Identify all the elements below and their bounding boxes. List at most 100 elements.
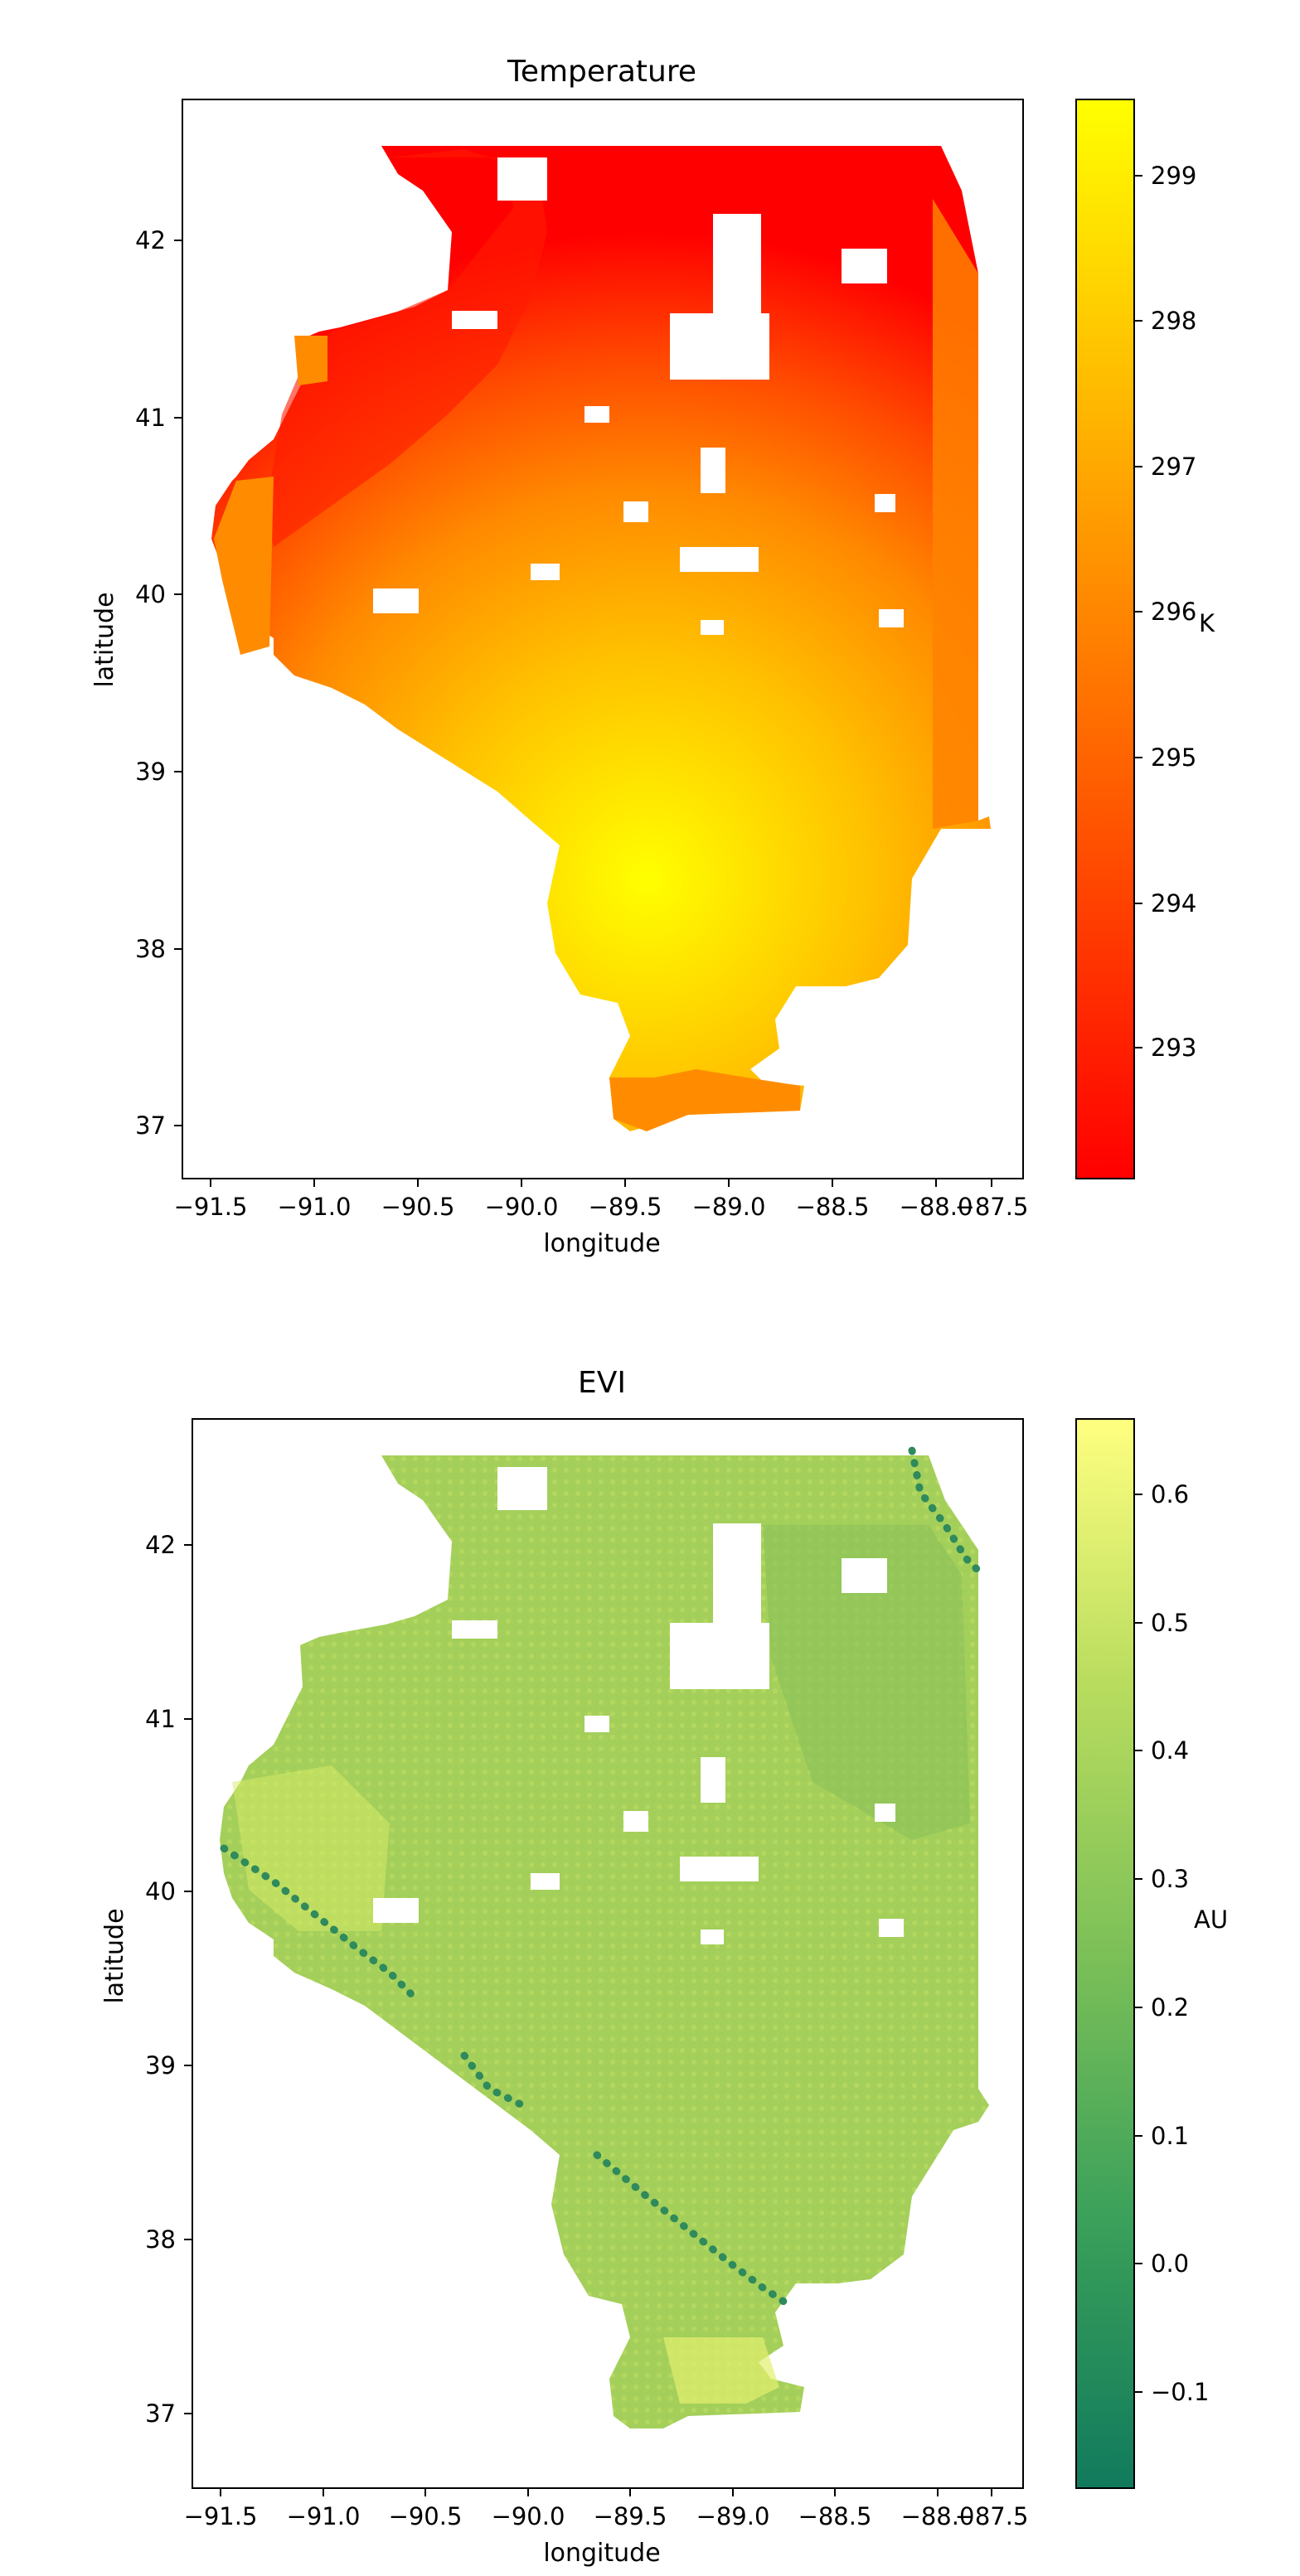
- y-tick-41: 41: [145, 1705, 192, 1733]
- x-tick-minus-91-5: −91.5: [174, 1179, 248, 1221]
- y-tick-label: 39: [145, 2051, 176, 2080]
- cbar-tick-0-6: 0.6: [1134, 1480, 1189, 1508]
- evi-southwest-lighter: [232, 1765, 390, 1931]
- temperature-y-axis: 37 38 39 40 41 42: [135, 226, 182, 1140]
- y-tick-42: 42: [135, 226, 182, 254]
- x-tick-label: −89.5: [594, 2502, 667, 2530]
- y-tick-40: 40: [135, 580, 182, 608]
- x-tick-label: −91.0: [287, 2502, 361, 2530]
- colorbar-tick-label: 0.3: [1151, 1865, 1189, 1893]
- y-tick-40: 40: [145, 1877, 192, 1905]
- y-tick-38: 38: [135, 935, 182, 963]
- cbar-tick-293: 293: [1134, 1034, 1196, 1062]
- cbar-tick-297: 297: [1134, 453, 1196, 481]
- cbar-tick-0-0: 0.0: [1134, 2249, 1189, 2278]
- temperature-west-fringe: [214, 336, 327, 655]
- y-tick-label: 41: [135, 404, 166, 432]
- x-tick-minus-91-5: −91.5: [184, 2488, 258, 2530]
- x-tick-label: −90.5: [389, 2502, 463, 2530]
- y-tick-41: 41: [135, 404, 182, 432]
- y-tick-label: 38: [145, 2225, 176, 2254]
- evi-plot-frame: [192, 1418, 1024, 2489]
- colorbar-tick-label: 0.1: [1151, 2122, 1189, 2150]
- x-tick-minus-89-0: −89.0: [696, 2488, 770, 2530]
- x-tick-label: −90.0: [492, 2502, 565, 2530]
- colorbar-tick-label: 0.5: [1151, 1609, 1189, 1637]
- y-tick-42: 42: [145, 1531, 192, 1559]
- evi-y-axis: 37 38 39 40 41 42: [145, 1531, 192, 2428]
- x-tick-minus-91-0: −91.0: [287, 2488, 361, 2530]
- x-axis-label: longitude: [543, 2539, 660, 2568]
- colorbar-tick-label: 294: [1151, 889, 1196, 918]
- colorbar-tick-label: 299: [1151, 162, 1196, 190]
- y-tick-label: 40: [145, 1877, 176, 1905]
- temperature-data-gaps: [373, 157, 904, 635]
- x-tick-label: −90.5: [381, 1193, 455, 1221]
- chart-title: Temperature: [507, 55, 696, 89]
- colorbar-tick-label: 295: [1151, 743, 1196, 772]
- cbar-tick-294: 294: [1134, 889, 1196, 918]
- y-tick-label: 42: [135, 226, 166, 254]
- temperature-cool-core: [265, 149, 547, 547]
- y-axis-label: latitude: [90, 592, 119, 687]
- y-tick-38: 38: [145, 2225, 192, 2254]
- y-tick-label: 37: [135, 1111, 166, 1140]
- evi-river-low-values: [220, 1446, 987, 2308]
- x-tick-minus-87-5: −87.5: [955, 1179, 1029, 1221]
- illinois-temperature-region: [211, 146, 991, 1131]
- y-tick-label: 40: [135, 580, 166, 608]
- x-tick-label: −89.0: [696, 2502, 770, 2530]
- colorbar-gradient: [1075, 99, 1135, 1179]
- x-tick-label: −91.5: [184, 2502, 258, 2530]
- x-tick-minus-90-0: −90.0: [492, 2488, 565, 2530]
- temperature-plot-frame: [182, 99, 1024, 1179]
- colorbar-tick-label: 297: [1151, 453, 1196, 481]
- x-tick-label: −89.0: [692, 1193, 766, 1221]
- cbar-tick-0-4: 0.4: [1134, 1736, 1189, 1765]
- x-tick-label: −91.5: [174, 1193, 248, 1221]
- evi-colorbar: −0.1 0.0 0.1 0.2 0.3 0.4 0.5 0.6 AU: [1075, 1418, 1228, 2489]
- evi-chart: EVI: [100, 1366, 1228, 2568]
- x-tick-minus-90-5: −90.5: [389, 2488, 463, 2530]
- y-tick-label: 37: [145, 2399, 176, 2428]
- colorbar-tick-label: 298: [1151, 307, 1196, 335]
- colorbar-label: AU: [1194, 1905, 1228, 1934]
- temperature-map-field: [211, 146, 991, 1131]
- colorbar-tick-label: 0.0: [1151, 2249, 1189, 2278]
- x-tick-label: −87.5: [955, 1193, 1029, 1221]
- temperature-x-axis: −91.5 −91.0 −90.5 −90.0 −89.5 −89.0 −88.…: [174, 1179, 1029, 1221]
- evi-south-tip-light: [663, 2337, 779, 2404]
- temperature-colorbar: 293 294 295 296 297 298 299 K: [1075, 99, 1215, 1179]
- x-tick-minus-88-5: −88.5: [796, 1179, 869, 1221]
- x-tick-minus-89-5: −89.5: [594, 2488, 667, 2530]
- x-tick-minus-88-0: −88.0: [900, 1179, 973, 1221]
- y-tick-37: 37: [145, 2399, 192, 2428]
- x-tick-label: −91.0: [278, 1193, 352, 1221]
- x-tick-label: −89.5: [589, 1193, 662, 1221]
- colorbar-tick-label: 293: [1151, 1034, 1196, 1062]
- y-tick-label: 39: [135, 758, 166, 786]
- x-tick-minus-90-0: −90.0: [485, 1179, 559, 1221]
- y-axis-label: latitude: [100, 1908, 129, 2003]
- y-tick-label: 42: [145, 1531, 176, 1559]
- x-tick-label: −88.5: [798, 2502, 872, 2530]
- temperature-east-strip: [933, 199, 978, 829]
- y-tick-label: 38: [135, 935, 166, 963]
- x-tick-minus-87-5: −87.5: [955, 2488, 1028, 2530]
- y-tick-37: 37: [135, 1111, 182, 1140]
- x-tick-minus-89-0: −89.0: [692, 1179, 766, 1221]
- evi-north-east-darker: [763, 1525, 970, 1840]
- colorbar-tick-label: 0.2: [1151, 1993, 1189, 2022]
- temperature-south-tip: [609, 1069, 800, 1131]
- y-tick-label: 41: [145, 1705, 176, 1733]
- x-tick-label: −90.0: [485, 1193, 559, 1221]
- x-tick-minus-88-5: −88.5: [798, 2488, 872, 2530]
- colorbar-label: K: [1199, 609, 1215, 637]
- x-tick-label: −88.0: [901, 2502, 975, 2530]
- cbar-tick-0-5: 0.5: [1134, 1609, 1189, 1637]
- cbar-tick-298: 298: [1134, 307, 1196, 335]
- evi-x-axis: −91.5 −91.0 −90.5 −90.0 −89.5 −89.0 −88.…: [184, 2488, 1028, 2530]
- x-tick-minus-89-5: −89.5: [589, 1179, 662, 1221]
